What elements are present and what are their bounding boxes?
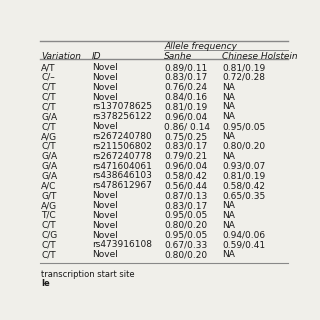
Text: C/T: C/T: [41, 240, 56, 250]
Text: 0.89/0.11: 0.89/0.11: [164, 63, 207, 72]
Text: 0.80/0.20: 0.80/0.20: [164, 250, 207, 259]
Text: Novel: Novel: [92, 250, 118, 259]
Text: 0.93/0.07: 0.93/0.07: [222, 162, 266, 171]
Text: le: le: [41, 279, 50, 288]
Text: NA: NA: [222, 211, 235, 220]
Text: Sanhe: Sanhe: [164, 52, 192, 61]
Text: Novel: Novel: [92, 211, 118, 220]
Text: Novel: Novel: [92, 73, 118, 82]
Text: Novel: Novel: [92, 231, 118, 240]
Text: A/G: A/G: [41, 132, 57, 141]
Text: 0.75/0.25: 0.75/0.25: [164, 132, 207, 141]
Text: 0.86/ 0.14: 0.86/ 0.14: [164, 122, 210, 131]
Text: G/A: G/A: [41, 172, 57, 180]
Text: 0.58/0.42: 0.58/0.42: [222, 181, 265, 190]
Text: Novel: Novel: [92, 63, 118, 72]
Text: rs478612967: rs478612967: [92, 181, 152, 190]
Text: 0.95/0.05: 0.95/0.05: [164, 211, 207, 220]
Text: A/C: A/C: [41, 181, 57, 190]
Text: NA: NA: [222, 92, 235, 102]
Text: 0.80/0.20: 0.80/0.20: [164, 221, 207, 230]
Text: C/T: C/T: [41, 221, 56, 230]
Text: 0.58/0.42: 0.58/0.42: [164, 172, 207, 180]
Text: 0.76/0.24: 0.76/0.24: [164, 83, 207, 92]
Text: C/–: C/–: [41, 73, 55, 82]
Text: C/G: C/G: [41, 231, 58, 240]
Text: 0.56/0.44: 0.56/0.44: [164, 181, 207, 190]
Text: Novel: Novel: [92, 201, 118, 210]
Text: Novel: Novel: [92, 221, 118, 230]
Text: NA: NA: [222, 132, 235, 141]
Text: 0.95/0.05: 0.95/0.05: [164, 231, 207, 240]
Text: G/A: G/A: [41, 152, 57, 161]
Text: 0.83/0.17: 0.83/0.17: [164, 73, 207, 82]
Text: ID: ID: [92, 52, 101, 61]
Text: 0.72/0.28: 0.72/0.28: [222, 73, 265, 82]
Text: rs378256122: rs378256122: [92, 112, 152, 121]
Text: Variation: Variation: [41, 52, 81, 61]
Text: 0.94/0.06: 0.94/0.06: [222, 231, 265, 240]
Text: G/A: G/A: [41, 112, 57, 121]
Text: C/T: C/T: [41, 250, 56, 259]
Text: transcription start site: transcription start site: [41, 270, 135, 279]
Text: 0.84/0.16: 0.84/0.16: [164, 92, 207, 102]
Text: rs473916108: rs473916108: [92, 240, 152, 250]
Text: A/G: A/G: [41, 201, 57, 210]
Text: Novel: Novel: [92, 122, 118, 131]
Text: 0.95/0.05: 0.95/0.05: [222, 122, 266, 131]
Text: rs137078625: rs137078625: [92, 102, 152, 111]
Text: NA: NA: [222, 221, 235, 230]
Text: rs267240778: rs267240778: [92, 152, 152, 161]
Text: 0.65/0.35: 0.65/0.35: [222, 191, 266, 200]
Text: 0.67/0.33: 0.67/0.33: [164, 240, 207, 250]
Text: 0.79/0.21: 0.79/0.21: [164, 152, 207, 161]
Text: 0.59/0.41: 0.59/0.41: [222, 240, 265, 250]
Text: rs471604061: rs471604061: [92, 162, 152, 171]
Text: NA: NA: [222, 112, 235, 121]
Text: 0.80/0.20: 0.80/0.20: [222, 142, 265, 151]
Text: 0.96/0.04: 0.96/0.04: [164, 112, 207, 121]
Text: C/T: C/T: [41, 122, 56, 131]
Text: NA: NA: [222, 201, 235, 210]
Text: Novel: Novel: [92, 191, 118, 200]
Text: Novel: Novel: [92, 92, 118, 102]
Text: 0.83/0.17: 0.83/0.17: [164, 201, 207, 210]
Text: G/T: G/T: [41, 191, 57, 200]
Text: T/C: T/C: [41, 211, 56, 220]
Text: C/T: C/T: [41, 102, 56, 111]
Text: NA: NA: [222, 83, 235, 92]
Text: 0.83/0.17: 0.83/0.17: [164, 142, 207, 151]
Text: 0.96/0.04: 0.96/0.04: [164, 162, 207, 171]
Text: 0.81/0.19: 0.81/0.19: [164, 102, 207, 111]
Text: C/T: C/T: [41, 83, 56, 92]
Text: Chinese Holstein: Chinese Holstein: [222, 52, 298, 61]
Text: NA: NA: [222, 102, 235, 111]
Text: NA: NA: [222, 250, 235, 259]
Text: rs267240780: rs267240780: [92, 132, 152, 141]
Text: rs438646103: rs438646103: [92, 172, 152, 180]
Text: C/T: C/T: [41, 142, 56, 151]
Text: Allele frequency: Allele frequency: [164, 42, 237, 51]
Text: 0.81/0.19: 0.81/0.19: [222, 63, 266, 72]
Text: rs211506802: rs211506802: [92, 142, 152, 151]
Text: NA: NA: [222, 152, 235, 161]
Text: 0.81/0.19: 0.81/0.19: [222, 172, 266, 180]
Text: C/T: C/T: [41, 92, 56, 102]
Text: G/A: G/A: [41, 162, 57, 171]
Text: Novel: Novel: [92, 83, 118, 92]
Text: A/T: A/T: [41, 63, 56, 72]
Text: 0.87/0.13: 0.87/0.13: [164, 191, 207, 200]
